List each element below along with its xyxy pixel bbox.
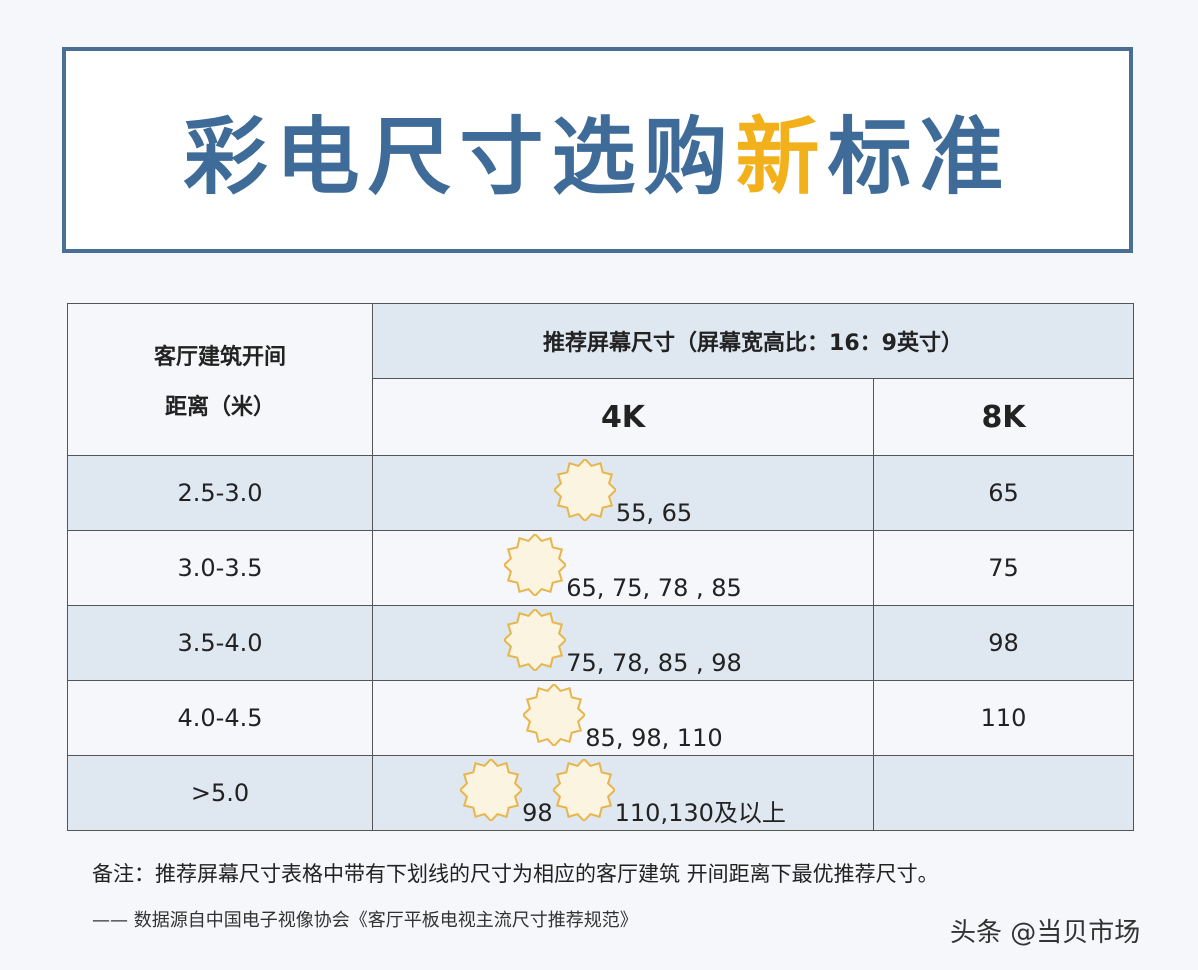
badge-star bbox=[502, 532, 568, 598]
size-4k-cell: 98 110,130及以上 bbox=[372, 755, 874, 831]
size-8k-cell: 110 bbox=[873, 680, 1134, 756]
title-part: 标准 bbox=[827, 107, 1012, 206]
size-table: 客厅建筑开间 距离（米） 推荐屏幕尺寸（屏幕宽高比：16：9英寸） 4K 8K 2… bbox=[67, 303, 1134, 831]
best-size-badge: 110 bbox=[551, 757, 661, 827]
table-row: 3.5-4.0 75, 78, 85 , 98 98 bbox=[67, 605, 1134, 681]
best-size-badge: 55 bbox=[552, 457, 647, 527]
best-size: 75 bbox=[566, 649, 597, 677]
row-header: 客厅建筑开间 距离（米） bbox=[67, 303, 373, 456]
best-size-badge: 85 bbox=[521, 682, 616, 752]
title: 彩电尺寸选购新标准 bbox=[183, 90, 1011, 211]
column-header: 8K bbox=[873, 378, 1134, 456]
distance-cell: >5.0 bbox=[67, 755, 373, 831]
best-size: 110 bbox=[614, 798, 661, 827]
size-4k-cell: 55, 65 bbox=[372, 455, 874, 531]
best-size-badge: 98 bbox=[458, 757, 553, 827]
size-4k-cell: 75, 78, 85 , 98 bbox=[372, 605, 874, 681]
size-8k-cell bbox=[873, 755, 1134, 831]
other-sizes: , 65 bbox=[646, 499, 693, 527]
source: —— 数据源自中国电子视像协会《客厅平板电视主流尺寸推荐规范》 bbox=[92, 910, 638, 931]
table-row: 4.0-4.5 85, 98, 110 110 bbox=[67, 680, 1134, 756]
badge-star bbox=[502, 607, 568, 673]
badge-star bbox=[551, 757, 617, 822]
size-8k-cell: 75 bbox=[873, 530, 1134, 606]
badge-star bbox=[458, 757, 524, 822]
best-size: 85 bbox=[585, 724, 616, 752]
column-header: 4K bbox=[372, 378, 874, 456]
best-size-badge: 75 bbox=[502, 607, 597, 677]
watermark: 头条 @当贝市场 bbox=[950, 918, 1141, 948]
distance-cell: 3.0-3.5 bbox=[67, 530, 373, 606]
other-sizes: , 98, 110 bbox=[615, 724, 723, 752]
other-sizes: , 78, 85 , 98 bbox=[596, 649, 742, 677]
best-size: 65 bbox=[566, 574, 597, 602]
title-part: 新 bbox=[735, 107, 828, 206]
size-8k-cell: 65 bbox=[873, 455, 1134, 531]
distance-cell: 4.0-4.5 bbox=[67, 680, 373, 756]
size-4k-cell: 85, 98, 110 bbox=[372, 680, 874, 756]
best-size: 98 bbox=[522, 798, 553, 827]
table-row: 3.0-3.5 65, 75, 78 , 85 75 bbox=[67, 530, 1134, 606]
table-row: 2.5-3.0 55, 65 65 bbox=[67, 455, 1134, 531]
table-row: >5.0 98 110,130及以上 bbox=[67, 755, 1134, 831]
group-header: 推荐屏幕尺寸（屏幕宽高比：16：9英寸） bbox=[372, 303, 1134, 379]
badge-star bbox=[521, 682, 587, 748]
row-header-line: 距离（米） bbox=[164, 394, 275, 420]
size-8k-cell: 98 bbox=[873, 605, 1134, 681]
title-part: 彩电尺寸选购 bbox=[183, 107, 736, 206]
size-4k-cell: 65, 75, 78 , 85 bbox=[372, 530, 874, 606]
best-size-badge: 65 bbox=[502, 532, 597, 602]
note: 备注：推荐屏幕尺寸表格中带有下划线的尺寸为相应的客厅建筑 开间距离下最优推荐尺寸… bbox=[92, 862, 939, 886]
title-box: 彩电尺寸选购新标准 bbox=[62, 47, 1133, 253]
other-sizes: , 75, 78 , 85 bbox=[596, 574, 742, 602]
distance-cell: 3.5-4.0 bbox=[67, 605, 373, 681]
badge-star bbox=[552, 457, 618, 523]
other-sizes: ,130及以上 bbox=[660, 798, 786, 827]
best-size: 55 bbox=[615, 499, 647, 527]
distance-cell: 2.5-3.0 bbox=[67, 455, 373, 531]
row-header-line: 客厅建筑开间 bbox=[153, 344, 286, 370]
